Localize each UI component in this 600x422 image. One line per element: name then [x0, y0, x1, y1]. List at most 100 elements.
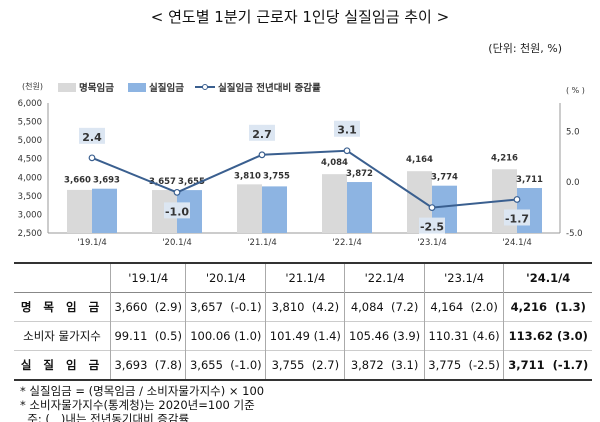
- combo-chart: (천원) ( % ) 2,500 3,000 3,500 4,000 4,500 5,000 5…: [18, 81, 585, 248]
- bar-value-label: 3,755: [263, 171, 290, 181]
- bar-real-wage: [92, 188, 117, 233]
- row-header: 명 목 임 금: [20, 300, 104, 314]
- table-cell: 4,216 (1.3): [503, 292, 592, 322]
- table-cell: 3,872 (3.1): [344, 350, 425, 380]
- table-header-row: '19.1/4'20.1/4'21.1/4'22.1/4'23.1/4'24.1…: [14, 263, 592, 293]
- footnote: 주: ( )내는 전년동기대비 증감률: [20, 412, 190, 422]
- data-label-box: [249, 124, 275, 141]
- legend-label: 실질임금: [149, 82, 184, 94]
- row-header: 소비자 물가지수: [23, 329, 101, 343]
- left-tick-label: 5,000: [18, 136, 42, 146]
- left-tick-label: 4,000: [18, 173, 42, 183]
- growth-rate-label: 2.4: [82, 131, 102, 144]
- table-column-header: '23.1/4: [423, 263, 504, 293]
- growth-rate-point: [428, 204, 436, 212]
- bar-value-label: 3,810: [234, 171, 261, 181]
- table-cell: 3,660 (2.9): [109, 292, 186, 322]
- growth-rate-label: -1.0: [165, 205, 189, 218]
- table-cell: 105.46 (3.9): [344, 321, 425, 351]
- left-axis-label: (천원): [22, 81, 43, 91]
- table-row: 실 질 임 금 3,693 (7.8) 3,655 (-1.0) 3,755 (2.7…: [14, 350, 592, 380]
- growth-rate-point: [258, 151, 266, 159]
- growth-rate-label: -2.5: [420, 221, 444, 234]
- bar-value-label: 3,660: [64, 176, 91, 186]
- table-corner: [14, 263, 111, 293]
- table-column-header: '24.1/4: [503, 263, 592, 293]
- bar-nominal-wage: [237, 184, 262, 233]
- left-tick-label: 5,500: [18, 118, 42, 128]
- table-column-header: '22.1/4: [344, 263, 425, 293]
- left-tick-label: 4,500: [18, 155, 42, 165]
- right-tick-label: 5.0: [566, 127, 580, 137]
- table-row: 명 목 임 금 3,660 (2.9) 3,657 (-0.1) 3,810 (4.2…: [14, 292, 592, 322]
- table-cell: 3,810 (4.2): [265, 292, 345, 322]
- table-cell: 113.62 (3.0): [503, 321, 592, 351]
- growth-rate-line: [91, 149, 518, 209]
- x-tick-label: '24.1/4: [502, 238, 532, 248]
- growth-rate-point: [513, 196, 521, 203]
- bar-value-label: 4,084: [321, 158, 348, 168]
- bar-value-label: 3,693: [93, 176, 120, 186]
- table-cell: 3,711 (-1.7): [503, 350, 592, 380]
- data-label-box: [334, 120, 360, 137]
- footnotes: * 실질임금 = (명목임금 / 소비자물가지수) × 100 * 소비자물가지…: [20, 384, 264, 422]
- data-label-box: [164, 202, 190, 219]
- chart-title: < 연도별 1분기 근로자 1인당 실질임금 추이 >: [150, 8, 450, 26]
- bar-real-wage: [347, 182, 372, 233]
- growth-rate-label: 2.7: [252, 128, 272, 141]
- data-table: '19.1/4'20.1/4'21.1/4'22.1/4'23.1/4'24.1…: [14, 262, 592, 381]
- bar-value-label: 4,164: [406, 155, 433, 165]
- table-column-header: '21.1/4: [265, 263, 345, 293]
- table-cell: 110.31 (4.6): [423, 321, 504, 351]
- bar-value-label: 3,657: [149, 177, 176, 187]
- data-label-box: [504, 209, 530, 226]
- bar-value-label: 3,774: [431, 173, 458, 183]
- legend-label: 실질임금 전년대비 증감률: [218, 82, 321, 94]
- footnote: * 실질임금 = (명목임금 / 소비자물가지수) × 100: [20, 384, 265, 398]
- bar-value-label: 3,872: [346, 169, 373, 179]
- table-cell: 99.11 (0.5): [109, 321, 186, 351]
- table-cell: 101.49 (1.4): [265, 321, 345, 351]
- x-tick-label: '22.1/4: [332, 238, 362, 248]
- table-column-header: '19.1/4: [109, 263, 186, 293]
- bar-value-label: 3,711: [516, 175, 543, 185]
- data-label-box: [79, 127, 105, 144]
- growth-rate-point: [88, 154, 96, 162]
- table-column-header: '20.1/4: [185, 263, 266, 293]
- footnote: * 소비자물가지수(통계청)는 2020년=100 기준: [20, 398, 255, 412]
- table-row: 소비자 물가지수 99.11 (0.5) 100.06 (1.0) 101.49 (1…: [14, 321, 592, 351]
- legend-marker: [202, 84, 208, 90]
- left-tick-label: 6,000: [18, 99, 42, 109]
- left-tick-label: 3,000: [18, 210, 42, 220]
- table-cell: 4,084 (7.2): [344, 292, 425, 322]
- unit-label: (단위: 천원, %): [488, 42, 562, 55]
- table-cell: 100.06 (1.0): [185, 321, 266, 351]
- table-cell: 3,693 (7.8): [109, 350, 186, 380]
- bar-value-label: 4,216: [491, 153, 518, 163]
- right-tick-label: -5.0: [566, 229, 583, 239]
- growth-rate-label: -1.7: [505, 212, 529, 225]
- growth-rate-label: 3.1: [337, 124, 357, 137]
- bar-value-label: 3,655: [178, 177, 205, 187]
- right-axis-label: ( % ): [566, 86, 585, 95]
- x-tick-label: '20.1/4: [162, 238, 192, 248]
- row-header: 실 질 임 금: [20, 358, 104, 372]
- growth-rate-point: [173, 188, 181, 196]
- legend-swatch-real: [128, 83, 146, 92]
- x-tick-label: '21.1/4: [247, 238, 277, 248]
- bar-nominal-wage: [322, 174, 347, 233]
- left-tick-label: 3,500: [18, 192, 42, 202]
- right-tick-label: 0.0: [566, 178, 580, 188]
- table-cell: 4,164 (2.0): [423, 292, 504, 322]
- table-cell: 3,775 (-2.5): [423, 350, 504, 380]
- table-cell: 3,755 (2.7): [265, 350, 345, 380]
- legend-swatch-nominal: [58, 83, 76, 92]
- left-tick-label: 2,500: [18, 229, 42, 239]
- bar-nominal-wage: [67, 189, 92, 233]
- x-tick-label: '19.1/4: [77, 238, 107, 248]
- table-cell: 3,655 (-1.0): [185, 350, 266, 380]
- table-cell: 3,657 (-0.1): [185, 292, 266, 322]
- x-tick-label: '23.1/4: [417, 238, 447, 248]
- bar-real-wage: [262, 186, 287, 233]
